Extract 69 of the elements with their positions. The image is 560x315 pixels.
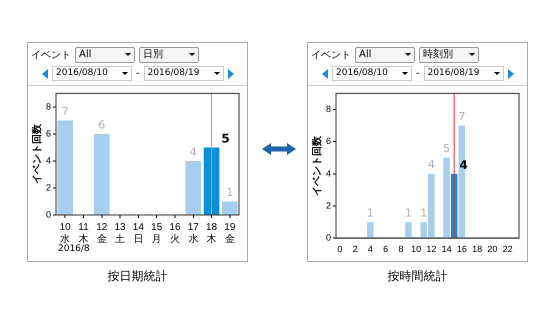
x-tick-label: 17 水 bbox=[188, 222, 200, 245]
x-tick-label: 20 bbox=[487, 244, 498, 254]
x-tick-label: 16 bbox=[456, 244, 467, 254]
data-label: 4 bbox=[428, 158, 435, 172]
text: All bbox=[79, 48, 92, 62]
x-tick-label: 0 bbox=[337, 244, 342, 254]
data-label: 5 bbox=[443, 142, 450, 156]
bar bbox=[94, 134, 110, 214]
bar bbox=[204, 147, 220, 214]
text: イベント bbox=[31, 48, 71, 62]
text: 2016/08/19 bbox=[428, 67, 480, 80]
y-axis-title: イベント回数 bbox=[310, 134, 323, 196]
text: All bbox=[359, 48, 372, 62]
bar bbox=[367, 222, 374, 238]
text: 2016/08/19 bbox=[148, 67, 200, 80]
y-tick-label: 6 bbox=[46, 128, 52, 138]
data-label: 1 bbox=[226, 186, 234, 199]
y-tick-label: 2 bbox=[326, 200, 332, 211]
text: - bbox=[136, 68, 140, 79]
text: 時刻別 bbox=[423, 48, 453, 62]
x-tick-label: 2 bbox=[352, 244, 358, 254]
y-tick-label: 6 bbox=[326, 136, 332, 146]
x-tick-label: 19 金 bbox=[224, 222, 236, 245]
text: 2016/8 bbox=[58, 244, 90, 254]
y-tick-label: 4 bbox=[326, 168, 332, 178]
x-tick-label: 10 bbox=[411, 244, 422, 254]
x-tick-label: 12 金 bbox=[96, 222, 108, 245]
bar bbox=[458, 126, 466, 238]
data-label: 1 bbox=[366, 206, 374, 220]
x-tick-label: 16 火 bbox=[169, 222, 181, 245]
x-tick-label: 22 bbox=[502, 244, 513, 254]
x-tick-label: 15 月 bbox=[151, 222, 163, 245]
data-label: 1 bbox=[404, 206, 412, 220]
y-tick-label: 8 bbox=[46, 101, 52, 112]
bar bbox=[443, 158, 450, 238]
data-label: 4 bbox=[459, 158, 468, 172]
bar bbox=[222, 201, 238, 214]
x-tick-label: 6 bbox=[383, 244, 388, 254]
x-tick-label: 11 木 bbox=[78, 222, 90, 245]
y-tick-label: 4 bbox=[46, 155, 52, 166]
text: イベント bbox=[311, 48, 351, 62]
text: 按時間統計 bbox=[386, 268, 448, 285]
data-label: 6 bbox=[98, 118, 106, 132]
x-tick-label: 18 bbox=[472, 244, 482, 254]
bar bbox=[57, 120, 73, 214]
text: 按日期統計 bbox=[106, 268, 168, 285]
data-label: 4 bbox=[190, 145, 197, 158]
data-label: 5 bbox=[221, 132, 230, 146]
data-label: 7 bbox=[62, 104, 69, 118]
y-tick-label: 8 bbox=[326, 104, 332, 114]
x-tick-label: 18 木 bbox=[206, 222, 218, 245]
data-label: 7 bbox=[458, 110, 466, 123]
text: 日別 bbox=[143, 48, 163, 62]
bar bbox=[405, 222, 412, 238]
x-tick-label: 12 bbox=[426, 244, 436, 254]
x-tick-label: 10 水 bbox=[60, 222, 72, 245]
y-tick-label: 0 bbox=[46, 209, 52, 220]
y-axis-title: イベント回数 bbox=[30, 123, 43, 184]
x-tick-label: 13 土 bbox=[114, 222, 126, 245]
y-tick-label: 2 bbox=[46, 182, 52, 192]
bar bbox=[185, 160, 202, 214]
x-tick-label: 14 日 bbox=[132, 222, 144, 245]
x-tick-label: 14 bbox=[442, 244, 452, 254]
x-tick-label: 8 bbox=[398, 244, 404, 254]
data-label: 1 bbox=[420, 206, 428, 220]
text: - bbox=[416, 68, 420, 79]
x-tick-label: 4 bbox=[368, 244, 373, 254]
text: 2016/08/10 bbox=[336, 67, 388, 80]
text: 2016/08/10 bbox=[56, 67, 108, 80]
